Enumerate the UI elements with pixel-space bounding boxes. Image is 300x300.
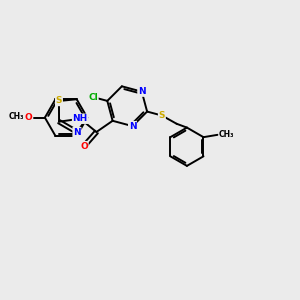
Text: S: S bbox=[159, 111, 165, 120]
Text: CH₃: CH₃ bbox=[219, 130, 235, 139]
Text: S: S bbox=[56, 97, 62, 106]
Text: CH₃: CH₃ bbox=[9, 112, 24, 121]
Text: Cl: Cl bbox=[88, 93, 98, 102]
Text: O: O bbox=[25, 113, 33, 122]
Text: O: O bbox=[80, 142, 88, 151]
Text: NH: NH bbox=[73, 114, 88, 123]
Text: N: N bbox=[129, 122, 136, 130]
Text: N: N bbox=[73, 128, 81, 136]
Text: N: N bbox=[138, 87, 146, 96]
